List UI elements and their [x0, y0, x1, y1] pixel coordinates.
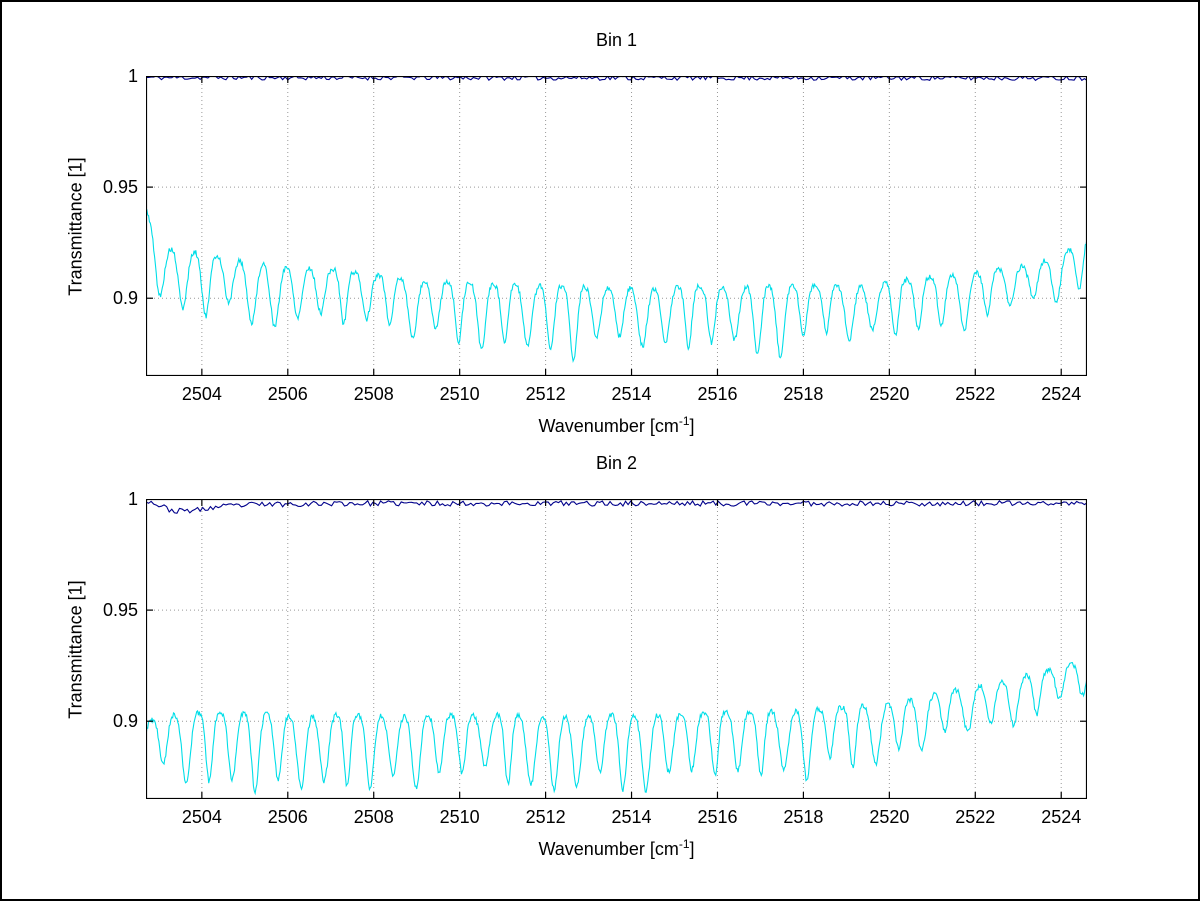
- y-tick-label: 1: [127, 489, 138, 509]
- y-tick-label: 0.95: [102, 177, 138, 198]
- plot-svg: [145, 75, 1088, 377]
- x-tick-label: 2520: [869, 384, 910, 404]
- x-tick-label: 2512: [525, 807, 566, 827]
- series-gas-transmittance: [146, 208, 1087, 364]
- x-tick-label: 2522: [955, 807, 996, 827]
- chart-title: Bin 2: [595, 453, 638, 473]
- x-tick-label: 2504: [181, 807, 222, 827]
- x-tick-label: 2516: [697, 384, 738, 404]
- x-tick-label: 2524: [1041, 807, 1082, 827]
- y-axis-label: Transmittance [1]: [62, 499, 90, 799]
- x-axis-label: Wavenumber [cm-1]: [146, 837, 1087, 860]
- y-tick-label: 0.9: [112, 288, 138, 309]
- x-axis-label-main: Wavenumber [cm: [538, 416, 679, 436]
- x-tick-label: 2508: [353, 384, 394, 404]
- x-tick-label: 2512: [525, 384, 566, 404]
- x-tick-label: 2506: [267, 384, 308, 404]
- axes-box: [145, 75, 1088, 377]
- x-axis-label-sup: -1: [678, 837, 690, 851]
- y-axis-label: Transmittance [1]: [62, 76, 90, 376]
- series-gas-transmittance: [146, 662, 1087, 796]
- x-tick-label: 2518: [783, 384, 824, 404]
- x-tick-label: 2518: [783, 807, 824, 827]
- subplot-bin-2: Bin 2 Transmittance [1] Wavenumber [cm-1…: [2, 425, 1198, 875]
- x-axis-label: Wavenumber [cm-1]: [146, 414, 1087, 437]
- x-tick-label: 2516: [697, 807, 738, 827]
- plot-svg: [145, 498, 1088, 800]
- x-tick-label: 2506: [267, 807, 308, 827]
- axes-box: [145, 498, 1088, 800]
- x-axis-label-main: Wavenumber [cm: [538, 839, 679, 859]
- series-reference-transmittance: [146, 499, 1087, 514]
- plot-area: [145, 498, 1088, 800]
- plot-area: [145, 75, 1088, 377]
- x-tick-label: 2520: [869, 807, 910, 827]
- y-tick-label: 1: [127, 66, 138, 86]
- x-tick-label: 2508: [353, 807, 394, 827]
- y-tick-label: 0.95: [102, 600, 138, 621]
- x-tick-label: 2504: [181, 384, 222, 404]
- subplot-bin-1: Bin 1 Transmittance [1] Wavenumber [cm-1…: [2, 2, 1198, 452]
- x-tick-label: 2510: [439, 384, 480, 404]
- x-axis-label-close: ]: [689, 416, 695, 436]
- x-axis-label-close: ]: [689, 839, 695, 859]
- x-tick-label: 2514: [611, 384, 652, 404]
- x-axis-label-sup: -1: [678, 414, 690, 428]
- x-tick-label: 2524: [1041, 384, 1082, 404]
- chart-title: Bin 1: [595, 30, 638, 50]
- y-tick-label: 0.9: [112, 711, 138, 732]
- x-tick-label: 2514: [611, 807, 652, 827]
- x-tick-label: 2522: [955, 384, 996, 404]
- series-reference-transmittance: [146, 76, 1087, 82]
- x-tick-label: 2510: [439, 807, 480, 827]
